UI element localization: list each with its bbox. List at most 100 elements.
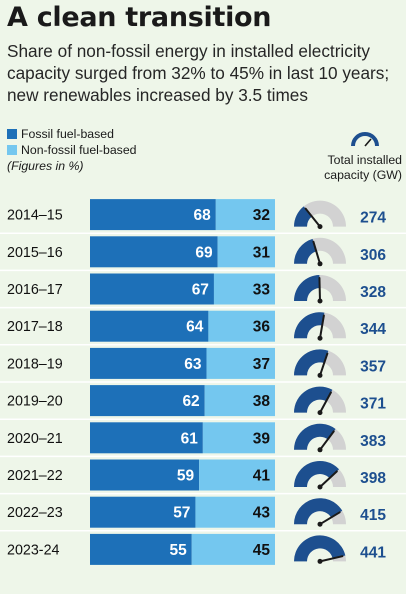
gauge-hub <box>317 372 323 378</box>
gauge-needle <box>319 314 325 340</box>
capacity-label-line1: Total installed <box>327 153 402 167</box>
bar-fossil <box>90 273 214 305</box>
gauge-needle <box>319 352 329 377</box>
capacity-label-line2: capacity (GW) <box>324 168 402 182</box>
gauge-needle <box>319 511 341 526</box>
bar-nonfossil <box>208 310 275 342</box>
bar-nonfossil <box>213 273 275 305</box>
gauge-hub <box>317 261 323 267</box>
capacity-value-label: 383 <box>360 433 386 450</box>
gauge-needle <box>319 470 338 488</box>
gauge-fill <box>294 238 317 264</box>
value-label-fossil: 64 <box>186 319 204 336</box>
year-label: 2014–15 <box>7 208 63 224</box>
gauge-fill <box>294 386 333 413</box>
value-label-nonfossil: 31 <box>253 244 271 261</box>
gauge-hub <box>317 484 323 490</box>
legend-swatch-fossil <box>7 129 17 139</box>
legend-note: (Figures in %) <box>7 159 84 173</box>
gauge-hub <box>317 558 323 564</box>
bar-nonfossil <box>206 347 275 379</box>
bar-fossil <box>90 236 218 268</box>
legend-label-nonfossil: Non-fossil fuel-based <box>21 143 137 157</box>
bar-nonfossil <box>202 422 275 454</box>
gauge-hub <box>317 335 323 341</box>
bar-nonfossil <box>199 459 275 491</box>
bar-fossil <box>90 533 192 565</box>
value-label-fossil: 57 <box>173 505 190 522</box>
value-label-nonfossil: 41 <box>253 468 271 485</box>
capacity-value-label: 306 <box>360 247 386 264</box>
value-label-nonfossil: 33 <box>253 282 271 299</box>
capacity-value-label: 274 <box>360 210 386 227</box>
bar-fossil <box>90 459 200 491</box>
value-label-nonfossil: 38 <box>253 393 271 410</box>
gauge-hub <box>317 298 323 304</box>
gauge-fill <box>294 423 336 450</box>
gauge-needle <box>318 277 321 302</box>
value-label-nonfossil: 43 <box>253 505 271 522</box>
bar-fossil <box>90 310 209 342</box>
gauge-needle <box>312 240 321 265</box>
gauge-fill <box>294 535 346 562</box>
capacity-value-label: 371 <box>360 396 386 413</box>
capacity-value-label: 357 <box>360 358 386 375</box>
legend: Fossil fuel-based Non-fossil fuel-based … <box>7 126 137 174</box>
value-label-fossil: 68 <box>194 207 212 224</box>
gauge-hub <box>317 224 323 230</box>
page-subtitle: Share of non-fossil energy in installed … <box>7 41 390 105</box>
bar-fossil <box>90 347 207 379</box>
legend-item-fossil: Fossil fuel-based <box>7 126 137 142</box>
gauge-needle <box>319 391 332 414</box>
capacity-value-label: 415 <box>360 507 386 524</box>
gauge-needle <box>304 207 321 228</box>
gauge-fill <box>294 349 329 376</box>
year-label: 2015–16 <box>7 245 63 261</box>
year-label: 2020–21 <box>7 431 63 447</box>
value-label-fossil: 69 <box>195 244 213 261</box>
bar-fossil <box>90 496 196 528</box>
value-label-fossil: 67 <box>192 282 209 299</box>
year-label: 2017–18 <box>7 319 63 335</box>
value-label-nonfossil: 36 <box>253 319 271 336</box>
gauge-hub <box>317 447 323 453</box>
year-label: 2023-24 <box>7 542 60 558</box>
gauge-fill <box>294 498 343 525</box>
value-label-fossil: 62 <box>182 393 199 410</box>
value-label-nonfossil: 39 <box>253 430 271 447</box>
capacity-value-label: 344 <box>360 321 386 338</box>
value-label-nonfossil: 32 <box>253 207 270 224</box>
year-label: 2016–17 <box>7 282 63 298</box>
gauge-hub <box>317 410 323 416</box>
bar-fossil <box>90 199 216 231</box>
legend-swatch-nonfossil <box>7 145 17 155</box>
gauge-fill <box>294 312 325 339</box>
year-label: 2018–19 <box>7 356 63 372</box>
gauge-fill <box>294 460 340 487</box>
capacity-value-label: 398 <box>360 470 386 487</box>
bar-nonfossil <box>195 496 275 528</box>
gauge-needle <box>319 555 344 563</box>
gauge-needle <box>319 430 335 451</box>
capacity-value-label: 441 <box>360 544 386 561</box>
year-label: 2021–22 <box>7 468 63 484</box>
bar-nonfossil <box>217 236 275 268</box>
value-label-nonfossil: 37 <box>253 356 270 373</box>
year-label: 2022–23 <box>7 505 63 521</box>
bar-nonfossil <box>215 199 275 231</box>
bar-fossil <box>90 385 205 417</box>
legend-label-fossil: Fossil fuel-based <box>21 127 114 141</box>
gauge-icon <box>351 132 379 147</box>
page-title: A clean transition <box>7 2 272 33</box>
value-label-fossil: 61 <box>181 430 199 447</box>
value-label-nonfossil: 45 <box>253 542 271 559</box>
legend-item-nonfossil: Non-fossil fuel-based <box>7 142 137 158</box>
year-label: 2019–20 <box>7 394 63 410</box>
value-label-fossil: 59 <box>177 468 195 485</box>
bar-nonfossil <box>204 385 275 417</box>
bar-nonfossil <box>191 533 275 565</box>
gauge-hub <box>317 521 323 527</box>
bar-fossil <box>90 422 203 454</box>
capacity-axis-label: Total installed capacity (GW) <box>324 153 402 183</box>
